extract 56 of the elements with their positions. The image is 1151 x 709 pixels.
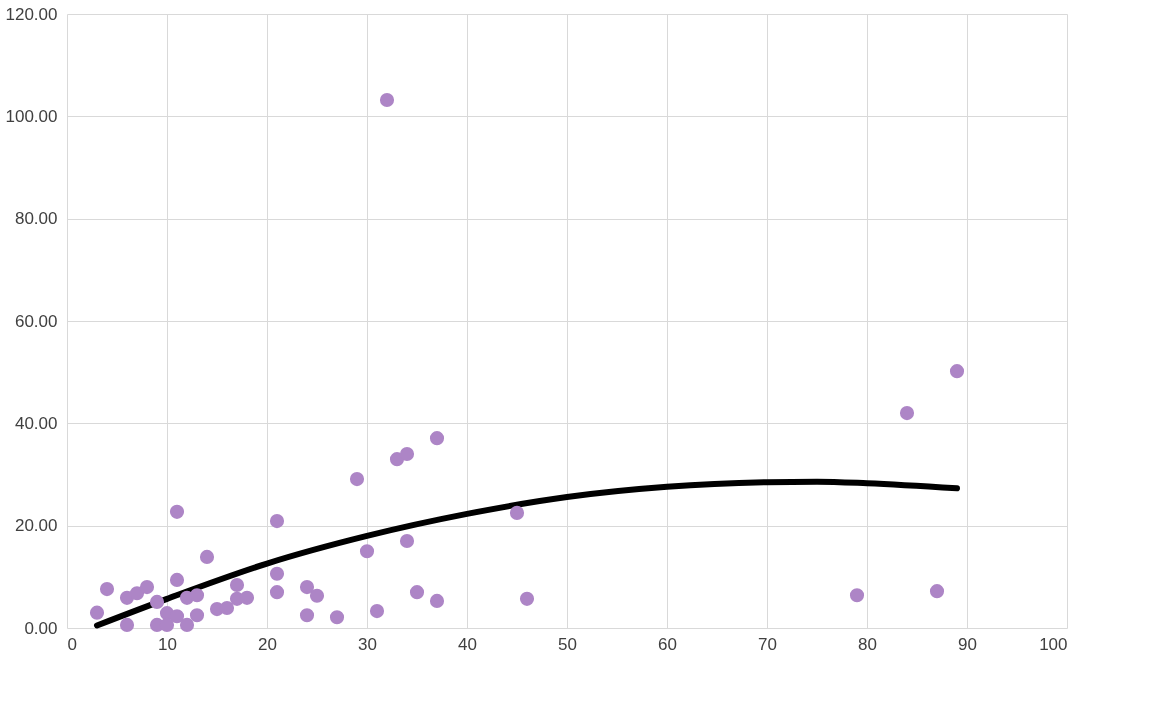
y-tick-label: 40.00 <box>14 413 58 433</box>
y-tick-label: 80.00 <box>14 209 58 229</box>
point <box>519 591 535 606</box>
y-tick-label: 100.00 <box>5 106 58 126</box>
point <box>189 608 205 623</box>
x-tick-label: 50 <box>558 634 577 654</box>
x-tick-label: 70 <box>758 634 777 654</box>
point <box>219 600 235 616</box>
point <box>269 566 285 581</box>
point <box>409 585 425 600</box>
point <box>169 572 185 587</box>
point <box>509 505 525 520</box>
x-tick-label: 30 <box>358 634 377 654</box>
point <box>309 588 325 603</box>
point <box>99 582 115 597</box>
point <box>299 608 315 623</box>
point <box>199 549 215 564</box>
point <box>399 533 415 549</box>
x-tick-label: 80 <box>858 634 877 654</box>
x-tick-label: 20 <box>258 634 277 654</box>
x-tick-label: 60 <box>658 634 677 654</box>
point <box>929 584 945 599</box>
point <box>139 580 155 595</box>
x-tick-label: 10 <box>158 634 177 654</box>
point <box>949 364 965 379</box>
x-tick-label: 90 <box>958 634 977 654</box>
point <box>269 585 285 600</box>
point <box>429 593 445 608</box>
x-tick-label: 40 <box>458 634 477 654</box>
point <box>849 588 865 603</box>
y-tick-label: 20.00 <box>14 516 58 536</box>
point <box>329 610 345 625</box>
point <box>239 590 255 605</box>
point <box>179 617 195 632</box>
x-tick-label: 0 <box>67 634 77 654</box>
point <box>229 577 245 593</box>
y-tick-label: 60.00 <box>14 311 58 331</box>
point <box>399 446 415 462</box>
point <box>129 586 145 601</box>
point <box>149 594 165 609</box>
x-tick-label: 100 <box>1039 634 1068 654</box>
point <box>379 92 395 108</box>
point <box>349 472 365 487</box>
y-tick-label: 120.00 <box>5 4 58 24</box>
point <box>89 605 105 620</box>
point <box>429 431 445 446</box>
point <box>269 514 285 529</box>
point <box>189 588 205 603</box>
point <box>369 604 385 619</box>
point <box>119 617 135 632</box>
point <box>299 580 315 595</box>
point <box>169 609 185 624</box>
point <box>899 406 915 421</box>
point <box>169 504 185 519</box>
point <box>359 544 375 559</box>
y-tick-label: 0.00 <box>24 618 58 638</box>
